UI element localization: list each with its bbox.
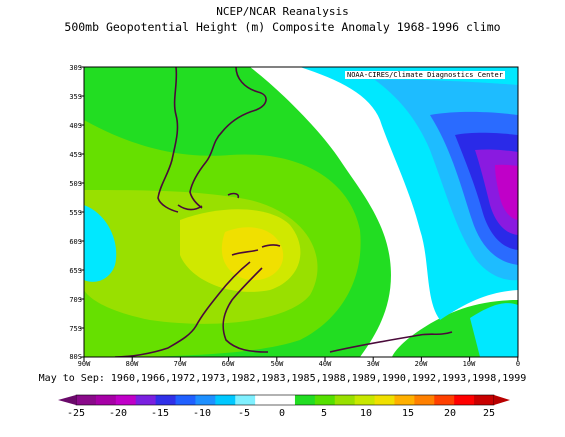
colorbar-cell <box>95 395 117 405</box>
lon-tick-label: 80W <box>125 360 139 368</box>
lat-tick-label: 35S <box>69 93 82 101</box>
contour-minus30 <box>495 164 518 220</box>
lat-tick-label: 80S <box>69 353 82 361</box>
axis-ticks <box>80 66 519 361</box>
colorbar-cell <box>294 395 316 405</box>
lon-tick-label: 0 <box>515 360 521 368</box>
colorbar-cell <box>135 395 157 405</box>
antarctic-peninsula <box>114 261 251 357</box>
colorbar-cell <box>275 395 296 405</box>
colorbar-label: 25 <box>482 408 496 419</box>
colorbar-cells <box>75 394 495 406</box>
lat-tick-label: 60S <box>69 238 82 246</box>
lat-tick-label: 40S <box>69 122 82 130</box>
colorbar-cell <box>354 395 376 405</box>
lat-tick-label: 50S <box>69 180 82 188</box>
lon-tick-label: 10W <box>462 360 476 368</box>
colorbar <box>58 394 510 406</box>
colorbar-cell <box>155 395 177 405</box>
chart-subtitle: 500mb Geopotential Height (m) Composite … <box>64 20 501 34</box>
colorbar-cell <box>255 395 276 405</box>
chart-title: NCEP/NCAR Reanalysis <box>216 5 349 18</box>
colorbar-cell <box>235 395 256 405</box>
colorbar-label: 15 <box>401 408 415 419</box>
colorbar-label: -10 <box>192 408 212 419</box>
colorbar-label: 10 <box>359 408 373 419</box>
colorbar-cell <box>454 395 475 405</box>
contour-20 <box>221 227 284 281</box>
colorbar-cell <box>314 395 336 405</box>
lon-tick-label: 30W <box>366 360 380 368</box>
antarctic-coast <box>222 267 453 353</box>
colorbar-cell <box>215 395 236 405</box>
credit-label: NOAA-CIRES/Climate Diagnostics Center <box>345 71 505 79</box>
colorbar-cell <box>394 395 415 405</box>
colorbar-cell <box>76 395 97 405</box>
south-america-east-coast <box>189 67 267 209</box>
lat-tick-label: 45S <box>69 151 82 159</box>
contour-minus5-right <box>470 303 518 357</box>
colorbar-label: -5 <box>237 408 251 419</box>
lon-tick-label: 60W <box>221 360 235 368</box>
lon-tick-label: 70W <box>173 360 187 368</box>
coastlines <box>114 67 453 357</box>
colorbar-cell <box>195 395 216 405</box>
south-shetland <box>231 244 281 256</box>
falkland-islands <box>227 192 240 199</box>
colorbar-cell <box>414 395 435 405</box>
colorbar-right-arrow <box>494 395 510 405</box>
lat-tick-label: 70S <box>69 296 82 304</box>
colorbar-label: -15 <box>150 408 170 419</box>
colorbar-cell <box>175 395 196 405</box>
colorbar-label: 5 <box>320 408 328 419</box>
lat-tick-label: 65S <box>69 267 82 275</box>
lat-tick-label: 30S <box>69 64 82 72</box>
composite-years-caption: May to Sep: 1960,1966,1972,1973,1982,198… <box>38 373 527 384</box>
colorbar-cell <box>115 395 137 405</box>
anomaly-field <box>84 67 518 357</box>
colorbar-cell <box>434 395 455 405</box>
lon-tick-label: 50W <box>270 360 284 368</box>
colorbar-cell <box>374 395 395 405</box>
lat-tick-label: 55S <box>69 209 82 217</box>
colorbar-left-arrow <box>58 395 76 405</box>
colorbar-label: 0 <box>278 408 286 419</box>
colorbar-cell <box>334 395 356 405</box>
lon-tick-label: 40W <box>318 360 332 368</box>
lat-tick-label: 75S <box>69 325 82 333</box>
contour-minus5-left <box>84 205 117 282</box>
tierra-del-fuego <box>177 204 203 211</box>
colorbar-label: -20 <box>108 408 128 419</box>
colorbar-label: 20 <box>443 408 457 419</box>
lon-tick-label: 20W <box>414 360 428 368</box>
colorbar-cell <box>474 395 495 405</box>
south-america-west-coast <box>157 67 179 213</box>
colorbar-label: -25 <box>66 408 86 419</box>
lon-tick-label: 90W <box>77 360 91 368</box>
